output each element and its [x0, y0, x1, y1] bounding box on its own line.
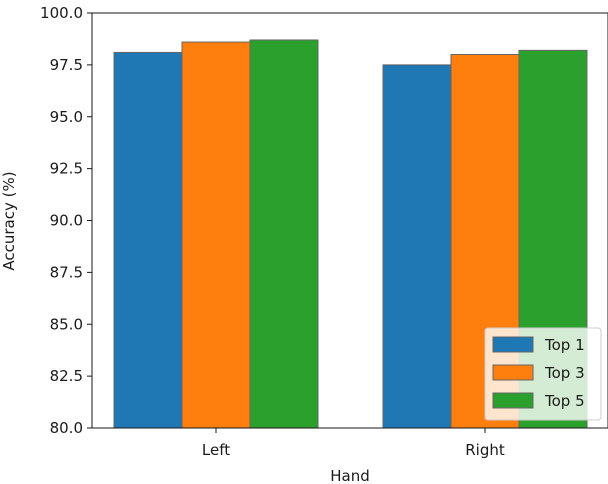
y-tick-label: 82.5 [50, 367, 83, 385]
legend-swatch [492, 336, 534, 353]
y-tick-label: 90.0 [50, 212, 83, 230]
y-ticks-group: 80.0 82.5 85.0 87.5 90.0 92.5 95.0 97.5 100.0 [40, 4, 92, 437]
y-tick-label: 92.5 [50, 160, 83, 178]
legend: Top 1 Top 3 Top 5 [484, 327, 602, 421]
bar-left-top-3 [181, 41, 251, 429]
legend-label: Top 1 [544, 336, 585, 354]
y-tick-label: 100.0 [40, 4, 83, 22]
y-tick-label: 95.0 [50, 108, 83, 126]
x-ticks-group: Left Right [202, 428, 505, 459]
y-axis-label: Accuracy (%) [0, 171, 18, 270]
legend-swatch [492, 364, 534, 381]
y-tick-label: 80.0 [50, 419, 83, 437]
y-tick-label: 87.5 [50, 263, 83, 281]
legend-swatch [492, 392, 534, 409]
y-tick-label: 85.0 [50, 315, 83, 333]
bar-left-top-5 [249, 39, 319, 429]
x-tick-label: Left [202, 441, 230, 459]
y-tick-label: 97.5 [50, 56, 83, 74]
x-axis-label: Hand [330, 467, 370, 484]
legend-label: Top 5 [544, 392, 585, 410]
bar-right-top-1 [382, 64, 452, 429]
bar-left-top-1 [113, 51, 183, 429]
x-tick-label: Right [465, 441, 505, 459]
legend-label: Top 3 [544, 364, 585, 382]
